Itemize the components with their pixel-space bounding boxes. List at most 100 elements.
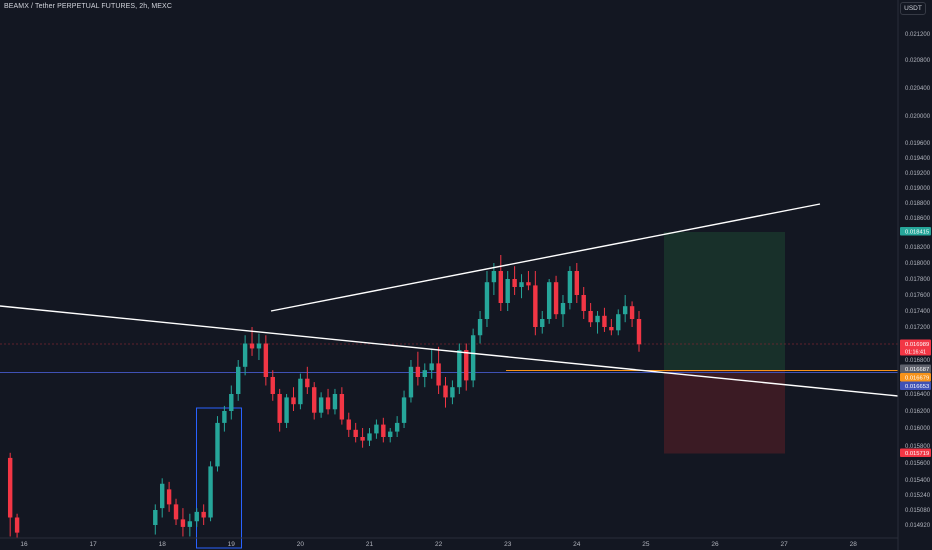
candle-body bbox=[484, 282, 490, 319]
candle-body bbox=[291, 397, 296, 405]
candle-body bbox=[574, 271, 579, 295]
candle-body bbox=[256, 343, 262, 349]
x-tick-label: 22 bbox=[435, 541, 443, 548]
candle-body bbox=[429, 363, 434, 371]
candle-body bbox=[519, 282, 524, 287]
candle-body bbox=[236, 366, 241, 394]
candle bbox=[208, 461, 213, 522]
candle-body bbox=[629, 306, 635, 319]
candle-body bbox=[166, 489, 172, 505]
candle-body bbox=[284, 397, 289, 423]
upper-trendline[interactable] bbox=[270, 203, 821, 312]
countdown-label: 01:16:41 bbox=[905, 350, 926, 356]
candle bbox=[325, 388, 331, 415]
y-tick-label: 0.016000 bbox=[905, 426, 931, 432]
candle-body bbox=[636, 319, 642, 345]
target-zone[interactable] bbox=[664, 232, 785, 371]
candle-body bbox=[422, 370, 427, 377]
candle bbox=[153, 504, 158, 535]
candle bbox=[408, 360, 414, 403]
y-tick-label: 0.015800 bbox=[905, 444, 931, 450]
range-rectangle[interactable] bbox=[196, 407, 242, 549]
candle-body bbox=[546, 282, 552, 319]
y-tick-label: 0.017400 bbox=[905, 309, 931, 315]
candle-body bbox=[215, 422, 220, 467]
candle bbox=[194, 508, 199, 527]
candle-body bbox=[526, 282, 531, 286]
y-tick-label: 0.018200 bbox=[905, 245, 931, 251]
price-label-value: 0.018415 bbox=[905, 230, 929, 236]
lower-trendline[interactable] bbox=[0, 305, 899, 397]
price-label: 0.018415 bbox=[900, 227, 931, 236]
candle-body bbox=[305, 378, 310, 388]
candle bbox=[436, 346, 441, 394]
x-tick-label: 17 bbox=[89, 541, 97, 548]
y-tick-label: 0.019200 bbox=[905, 171, 931, 177]
x-tick-label: 19 bbox=[228, 541, 236, 548]
candle-body bbox=[312, 387, 317, 413]
price-label-bg bbox=[900, 448, 931, 457]
candle bbox=[305, 366, 310, 394]
x-tick-label: 20 bbox=[297, 541, 305, 548]
candle bbox=[256, 333, 262, 360]
stop-zone[interactable] bbox=[664, 370, 785, 454]
candle bbox=[512, 266, 517, 295]
candle-body bbox=[464, 350, 469, 381]
y-tick-label: 0.014920 bbox=[905, 523, 931, 529]
candle bbox=[201, 504, 206, 525]
price-label-bg bbox=[900, 339, 931, 356]
candle-body bbox=[353, 429, 358, 437]
candle-body bbox=[408, 366, 414, 398]
candle-body bbox=[160, 483, 165, 509]
candle bbox=[388, 428, 393, 443]
price-label: 0.016989 01:16:41 bbox=[900, 339, 931, 356]
candle-body bbox=[450, 387, 455, 398]
x-tick-label: 27 bbox=[780, 541, 788, 548]
candle bbox=[533, 271, 538, 336]
candle bbox=[353, 422, 358, 443]
candle-body bbox=[622, 306, 628, 315]
chart-title: BEAMX / Tether PERPETUAL FUTURES, 2h, ME… bbox=[4, 3, 172, 10]
candle-body bbox=[339, 394, 345, 420]
candle bbox=[14, 513, 20, 539]
candle-body bbox=[436, 363, 441, 386]
candle bbox=[470, 328, 476, 388]
candle-body bbox=[595, 315, 600, 323]
candle bbox=[312, 382, 317, 420]
y-tick-label: 0.016400 bbox=[905, 392, 931, 398]
candle-body bbox=[388, 431, 393, 437]
candle-body bbox=[173, 504, 179, 520]
candle-body bbox=[553, 282, 559, 315]
price-label: 0.016653 bbox=[900, 381, 931, 390]
candle bbox=[422, 363, 427, 388]
candle-body bbox=[512, 279, 517, 287]
y-tick-label: 0.015600 bbox=[905, 461, 931, 467]
candle-body bbox=[367, 433, 372, 441]
candle bbox=[173, 498, 179, 525]
x-tick-label: 26 bbox=[711, 541, 719, 548]
candle bbox=[339, 387, 345, 425]
y-tick-label: 0.015240 bbox=[905, 493, 931, 499]
candle-body bbox=[298, 378, 303, 405]
y-tick-label: 0.018800 bbox=[905, 201, 931, 207]
candle-body bbox=[325, 397, 331, 410]
candle bbox=[415, 351, 421, 386]
x-tick-label: 18 bbox=[159, 541, 167, 548]
price-label-value: 0.015719 bbox=[905, 451, 929, 457]
candle bbox=[381, 417, 386, 443]
candle-body bbox=[180, 519, 186, 527]
x-tick-label: 16 bbox=[20, 541, 28, 548]
candle bbox=[581, 287, 586, 319]
currency-button[interactable]: USDT bbox=[900, 2, 926, 15]
candle bbox=[394, 416, 400, 437]
price-label: 0.016687 bbox=[900, 364, 931, 373]
candle bbox=[374, 419, 379, 439]
candle-body bbox=[318, 397, 324, 413]
candle bbox=[7, 452, 13, 537]
candle bbox=[616, 309, 621, 336]
candle bbox=[291, 387, 296, 411]
candle-body bbox=[477, 319, 483, 336]
candle-body bbox=[263, 343, 269, 377]
